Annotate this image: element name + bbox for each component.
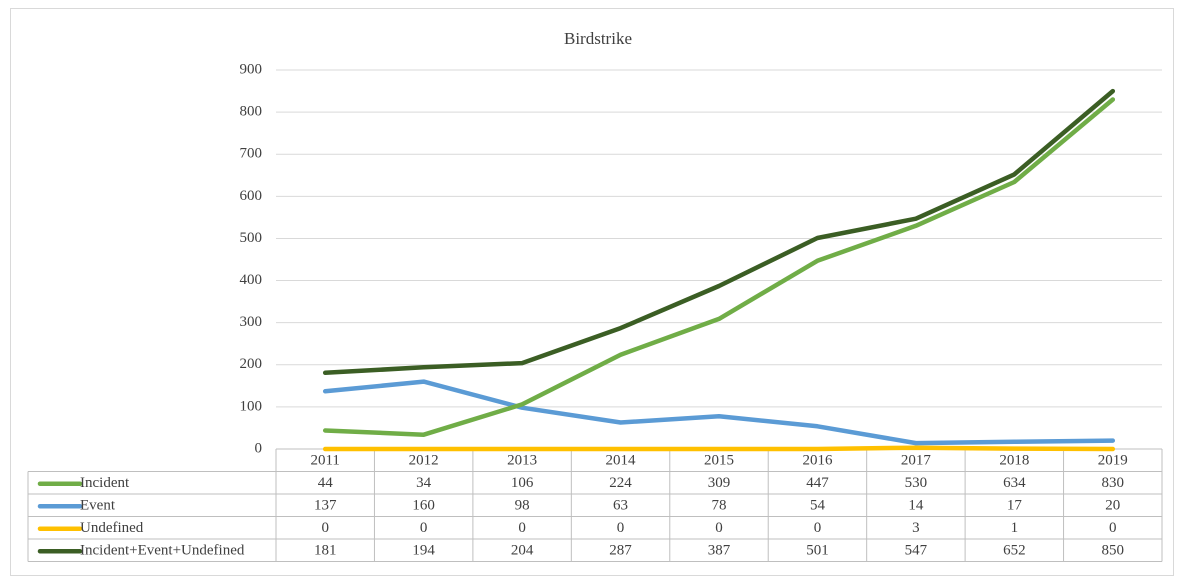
table-value: 634: [1003, 475, 1026, 491]
table-value: 0: [814, 520, 822, 536]
table-value: 20: [1105, 498, 1120, 514]
x-tick-label: 2019: [1098, 453, 1128, 469]
table-value: 63: [613, 498, 628, 514]
table-value: 0: [518, 520, 526, 536]
table-value: 309: [708, 475, 731, 491]
table-value: 181: [314, 543, 337, 559]
table-value: 830: [1102, 475, 1125, 491]
y-tick-label: 800: [240, 104, 263, 120]
legend-label: Undefined: [80, 520, 144, 536]
x-tick-label: 2017: [901, 453, 932, 469]
x-tick-label: 2016: [802, 453, 833, 469]
series-line: [322, 88, 1116, 376]
table-value: 14: [908, 498, 924, 514]
legend-label: Incident+Event+Undefined: [80, 543, 245, 559]
table-value: 850: [1102, 543, 1125, 559]
y-tick-label: 500: [240, 230, 263, 246]
table-value: 501: [806, 543, 829, 559]
table-value: 0: [420, 520, 428, 536]
x-tick-label: 2018: [999, 453, 1029, 469]
y-tick-label: 400: [240, 272, 263, 288]
x-tick-label: 2013: [507, 453, 537, 469]
table-value: 0: [1109, 520, 1117, 536]
table-value: 387: [708, 543, 731, 559]
table-value: 0: [321, 520, 329, 536]
legend-label: Event: [80, 498, 116, 514]
y-tick-label: 700: [240, 146, 263, 162]
table-value: 106: [511, 475, 534, 491]
y-tick-label: 100: [240, 398, 263, 414]
table-value: 287: [609, 543, 632, 559]
table-value: 34: [416, 475, 432, 491]
table-value: 652: [1003, 543, 1026, 559]
table-value: 0: [617, 520, 625, 536]
chart-frame: [10, 8, 1174, 576]
table-value: 137: [314, 498, 337, 514]
table-value: 447: [806, 475, 829, 491]
table-value: 160: [412, 498, 435, 514]
chart-title: Birdstrike: [564, 29, 632, 48]
series-line: [322, 379, 1116, 446]
table-value: 224: [609, 475, 632, 491]
table-value: 547: [905, 543, 928, 559]
x-tick-label: 2015: [704, 453, 734, 469]
table-value: 78: [712, 498, 727, 514]
x-tick-label: 2011: [310, 453, 339, 469]
table-value: 54: [810, 498, 826, 514]
table-value: 3: [912, 520, 920, 536]
x-tick-label: 2014: [606, 453, 637, 469]
table-value: 0: [715, 520, 723, 536]
x-tick-label: 2012: [409, 453, 439, 469]
table-value: 194: [412, 543, 435, 559]
legend-label: Incident: [80, 475, 130, 491]
table-value: 530: [905, 475, 928, 491]
y-tick-label: 0: [255, 440, 263, 456]
y-tick-label: 300: [240, 314, 263, 330]
y-tick-label: 200: [240, 356, 263, 372]
table-value: 44: [318, 475, 334, 491]
y-tick-label: 600: [240, 188, 263, 204]
series-line: [322, 97, 1116, 437]
table-value: 98: [515, 498, 530, 514]
table-value: 17: [1007, 498, 1023, 514]
y-tick-label: 900: [240, 61, 263, 77]
series-line: [322, 445, 1116, 452]
table-value: 1: [1011, 520, 1019, 536]
table-value: 204: [511, 543, 534, 559]
